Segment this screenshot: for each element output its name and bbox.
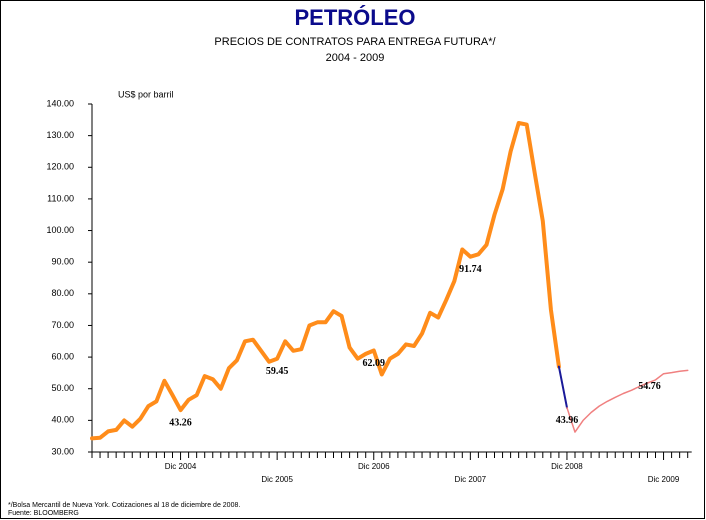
series-line xyxy=(90,121,561,441)
y-tick-label: 120.00 xyxy=(46,162,74,172)
y-tick-label: 100.00 xyxy=(46,225,74,235)
x-tick-label: Dic 2004 xyxy=(165,462,197,471)
y-tick-label: 80.00 xyxy=(51,288,74,298)
y-tick-label: 130.00 xyxy=(46,130,74,140)
y-tick-label: 90.00 xyxy=(51,257,74,267)
data-label: 54.76 xyxy=(638,381,661,392)
x-tick-label: Dic 2007 xyxy=(455,475,487,484)
y-tick-label: 140.00 xyxy=(46,98,74,108)
chart-title: PETRÓLEO xyxy=(294,5,415,30)
x-tick-label: Dic 2009 xyxy=(648,475,680,484)
y-tick-label: 60.00 xyxy=(51,351,74,361)
y-tick-label: 110.00 xyxy=(47,193,74,203)
footnote: Fuente: BLOOMBERG xyxy=(8,510,79,517)
data-label: 59.45 xyxy=(266,366,289,377)
chart-subtitle: PRECIOS DE CONTRATOS PARA ENTREGA FUTURA… xyxy=(214,36,496,48)
data-label: 43.96 xyxy=(556,415,579,426)
y-axis-label: US$ por barril xyxy=(118,89,174,99)
data-label: 62.09 xyxy=(363,358,386,369)
y-tick-label: 70.00 xyxy=(51,320,74,330)
y-tick-label: 50.00 xyxy=(51,383,74,393)
data-label: 43.26 xyxy=(169,417,192,428)
y-tick-label: 30.00 xyxy=(51,446,74,456)
series-line xyxy=(557,365,568,409)
data-label: 91.74 xyxy=(459,264,482,275)
x-tick-label: Dic 2006 xyxy=(358,462,390,471)
x-tick-label: Dic 2008 xyxy=(551,462,583,471)
footnote: */Bolsa Mercantil de Nueva York. Cotizac… xyxy=(8,502,240,509)
chart-subtitle: 2004 - 2009 xyxy=(326,52,385,64)
x-tick-label: Dic 2005 xyxy=(261,475,293,484)
y-tick-label: 40.00 xyxy=(51,415,74,425)
series-line xyxy=(566,369,689,433)
